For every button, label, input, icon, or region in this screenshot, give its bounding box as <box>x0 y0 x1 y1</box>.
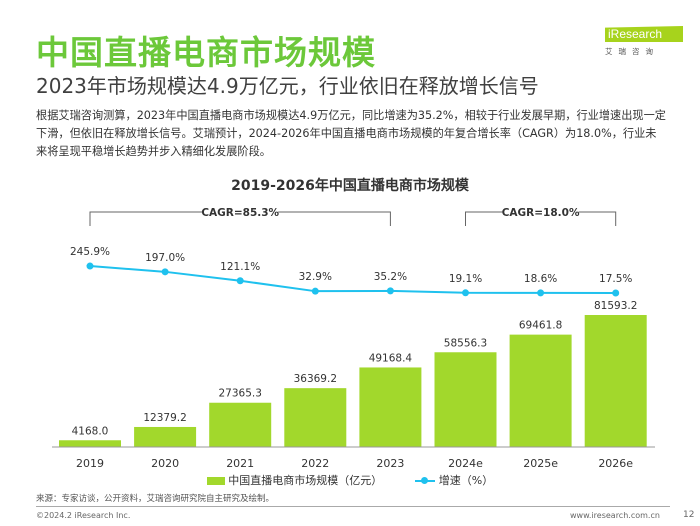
bar-label: 49168.4 <box>369 352 413 364</box>
growth-label: 197.0% <box>145 252 185 264</box>
growth-label: 35.2% <box>374 271 407 283</box>
growth-label: 17.5% <box>599 273 632 285</box>
growth-line <box>89 265 616 294</box>
legend-line-swatch <box>415 477 436 484</box>
x-tick-label: 2021 <box>226 457 254 470</box>
x-tick-label: 2023 <box>376 457 404 470</box>
growth-label: 18.6% <box>524 273 557 285</box>
cagr-label: CAGR=85.3% <box>201 207 279 219</box>
growth-point <box>161 268 169 276</box>
bar <box>134 426 197 447</box>
bar-label: 12379.2 <box>143 412 186 424</box>
growth-label: 32.9% <box>299 271 332 283</box>
bar-label: 36369.2 <box>294 373 337 385</box>
x-tick-label: 2019 <box>76 457 104 470</box>
logo-text: iResearch <box>605 26 683 42</box>
body-text: 根据艾瑞咨询测算，2023年中国直播电商市场规模达4.9万亿元，同比增速为35.… <box>36 109 666 158</box>
growth-point <box>86 262 94 270</box>
x-tick-label: 2026e <box>598 457 633 470</box>
growth-point <box>311 287 319 295</box>
bar <box>509 334 572 447</box>
legend-bar-label: 中国直播电商市场规模（亿元） <box>228 474 383 487</box>
x-tick-label: 2025e <box>523 457 558 470</box>
bar <box>59 440 121 447</box>
bar-label: 81593.2 <box>594 300 637 312</box>
chart-title: 2019-2026年中国直播电商市场规模 <box>231 178 469 194</box>
bar-label: 58556.3 <box>444 337 487 349</box>
bar <box>434 352 497 447</box>
bar <box>359 367 422 447</box>
legend: 中国直播电商市场规模（亿元） 增速（%） <box>0 472 700 488</box>
cagr-bracket <box>89 211 391 226</box>
source-note: 来源：专家访谈，公开资料，艾瑞咨询研究院自主研究及绘制。 <box>36 494 275 504</box>
website-link[interactable]: www.iresearch.com.cn <box>570 511 660 520</box>
bar <box>209 402 272 447</box>
growth-point <box>537 289 545 297</box>
growth-label: 121.1% <box>220 261 260 273</box>
copyright: ©2024.2 iResearch Inc. <box>36 511 131 520</box>
iresearch-logo: iResearch 艾瑞咨询 <box>605 26 683 57</box>
logo-cn: 艾瑞咨询 <box>605 47 659 56</box>
legend-line-label: 增速（%） <box>438 474 494 487</box>
x-tick-label: 2024e <box>448 457 483 470</box>
growth-label: 245.9% <box>70 246 110 258</box>
growth-point <box>386 287 394 295</box>
bar <box>584 314 647 447</box>
bar-label: 4168.0 <box>72 425 109 437</box>
bar <box>284 388 347 447</box>
x-tick-label: 2020 <box>151 457 179 470</box>
bar-label: 27365.3 <box>218 388 261 400</box>
bar-label: 69461.8 <box>519 320 562 332</box>
growth-label: 19.1% <box>449 273 482 285</box>
footer-divider <box>36 506 670 507</box>
cagr-label: CAGR=18.0% <box>502 207 580 219</box>
x-tick-label: 2022 <box>301 457 329 470</box>
page-number: 12 <box>683 510 695 520</box>
cagr-bracket <box>465 211 617 226</box>
legend-bar-swatch <box>206 477 225 485</box>
page-title: 中国直播电商市场规模 <box>36 33 376 72</box>
growth-point <box>612 289 620 297</box>
growth-point <box>462 289 469 297</box>
page-subtitle: 2023年市场规模达4.9万亿元，行业依旧在释放增长信号 <box>36 74 539 98</box>
growth-point <box>236 277 244 285</box>
